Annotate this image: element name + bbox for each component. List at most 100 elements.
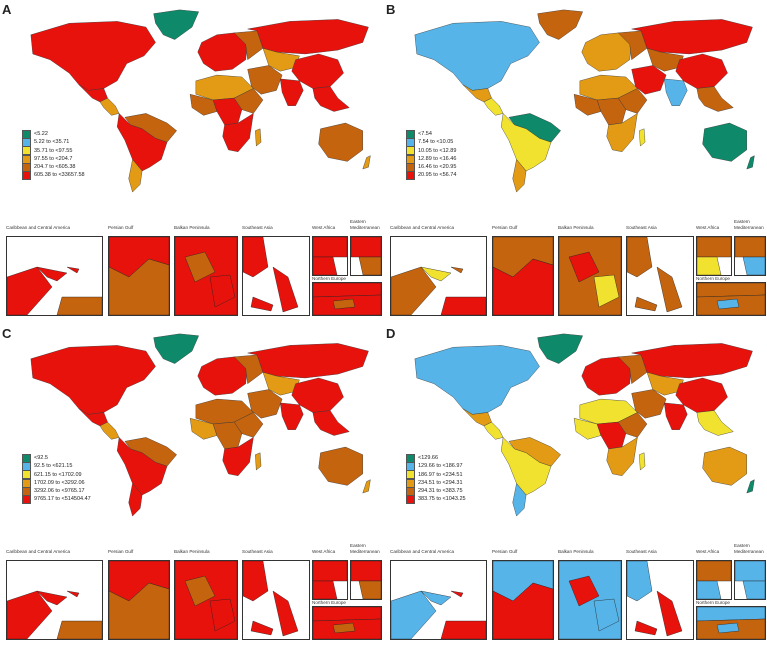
region-safr	[222, 437, 254, 477]
region-aus	[318, 446, 363, 486]
inset-title-gulf: Persian Gulf	[492, 549, 518, 554]
legend-label: 3292.06 to <9765.17	[34, 488, 85, 495]
region-eurE	[617, 354, 648, 385]
legend-entry: 20.95 to <56.74	[406, 171, 457, 181]
inset-map-seasia	[242, 236, 310, 316]
region-cam	[99, 97, 120, 116]
region-eur	[197, 356, 248, 396]
region-safr	[606, 113, 638, 153]
legend-label: 92.5 to <621.15	[34, 463, 73, 470]
region-sea	[312, 86, 350, 112]
inset-region	[272, 590, 299, 637]
inset-region	[420, 266, 452, 282]
inset-region	[351, 561, 381, 582]
inset-region	[66, 590, 80, 598]
inset-map-caribbean	[390, 560, 487, 640]
inset-map-westafrica	[696, 236, 732, 276]
region-india	[280, 78, 304, 106]
world-choropleth-map	[414, 333, 755, 517]
inset-region	[184, 251, 216, 283]
inset-map-seasia	[626, 560, 694, 640]
inset-region	[716, 298, 740, 310]
legend-label: 16.46 to <20.95	[418, 164, 457, 171]
inset-title-gulf: Persian Gulf	[108, 225, 134, 230]
region-eur	[197, 32, 248, 72]
inset-title-westafrica: West Africa	[312, 225, 336, 230]
inset-region	[358, 580, 381, 599]
inset-region	[272, 266, 299, 313]
inset-region	[358, 256, 381, 275]
inset-map-eastmed	[350, 560, 382, 600]
inset-map-eastmed	[734, 236, 766, 276]
inset-region	[634, 296, 658, 312]
legend-label: 97.55 to <204.7	[34, 155, 73, 162]
legend-entry: 35.71 to <97.55	[22, 146, 85, 156]
inset-map-seasia	[242, 560, 310, 640]
region-madag	[639, 452, 646, 471]
region-aus	[702, 122, 747, 162]
region-nz	[746, 479, 755, 494]
legend-swatch	[22, 171, 31, 181]
panel-letter: B	[386, 2, 396, 17]
inset-title-eastmed-line2: Mediterranean	[734, 549, 764, 554]
world-choropleth-map	[30, 333, 371, 517]
legend-label: 621.15 to <1702.09	[34, 471, 82, 478]
region-rus	[247, 19, 369, 55]
legend-swatch	[406, 495, 415, 505]
region-eafr	[617, 412, 648, 438]
region-saS	[128, 159, 143, 193]
inset-region	[627, 561, 653, 602]
inset-region	[313, 256, 338, 275]
region-eurE	[233, 30, 264, 61]
panel-letter: D	[386, 326, 396, 341]
inset-map-eastmed	[734, 560, 766, 600]
region-sa	[116, 437, 168, 496]
legend-label: 10.05 to <12.89	[418, 147, 457, 154]
legend-label: 1702.09 to <3292.06	[34, 479, 85, 486]
legend-label: <5.22	[34, 131, 48, 137]
inset-map-northeurope	[312, 282, 382, 316]
region-na	[414, 21, 540, 91]
inset-region	[697, 256, 722, 275]
region-eur	[581, 356, 632, 396]
inset-map-caribbean	[390, 236, 487, 316]
inset-region	[313, 607, 381, 622]
legend-label: 234.51 to <294.31	[418, 479, 463, 486]
inset-map-gulf	[108, 236, 170, 316]
inset-region	[184, 575, 216, 607]
legend-label: 20.95 to <56.74	[418, 172, 457, 179]
map-panel-c: C <92.5 92.5 to <621.15 621.15 to <1702.09 1…	[0, 324, 383, 648]
legend-entry: 9765.17 to <514504.47	[22, 495, 91, 505]
inset-region	[568, 251, 600, 283]
inset-title-eastmed-line2: Mediterranean	[350, 225, 380, 230]
legend-entry: 97.55 to <204.7	[22, 154, 85, 164]
region-rus	[631, 343, 753, 379]
region-eafr	[233, 412, 264, 438]
inset-region	[351, 237, 381, 258]
inset-title-northeurope: Northern Europe	[696, 276, 730, 281]
map-panel-b: B <7.54 7.54 to <10.05 10.05 to <12.89 12.89…	[384, 0, 767, 324]
inset-map-westafrica	[696, 560, 732, 600]
map-legend: <7.54 7.54 to <10.05 10.05 to <12.89 12.89 …	[406, 129, 457, 181]
region-sa	[500, 437, 552, 496]
inset-region	[493, 258, 553, 315]
region-eurE	[617, 30, 648, 61]
inset-title-balkan: Balkan Peninsula	[558, 549, 594, 554]
inset-map-seasia	[626, 236, 694, 316]
legend-label: 294.31 to <383.75	[418, 488, 463, 495]
region-saS	[128, 483, 143, 517]
region-sa	[116, 113, 168, 172]
legend-label: 129.66 to <186.97	[418, 463, 463, 470]
inset-region	[243, 561, 269, 602]
inset-region	[742, 580, 765, 599]
region-eafr	[617, 88, 648, 114]
inset-region	[109, 582, 169, 639]
inset-map-gulf	[108, 560, 170, 640]
legend-entry: 204.7 to <605.38	[22, 162, 85, 172]
inset-region	[656, 590, 683, 637]
inset-title-westafrica: West Africa	[312, 549, 336, 554]
inset-region	[243, 237, 269, 278]
inset-title-balkan: Balkan Peninsula	[558, 225, 594, 230]
legend-label: 12.89 to <16.46	[418, 155, 457, 162]
inset-map-caribbean	[6, 560, 103, 640]
